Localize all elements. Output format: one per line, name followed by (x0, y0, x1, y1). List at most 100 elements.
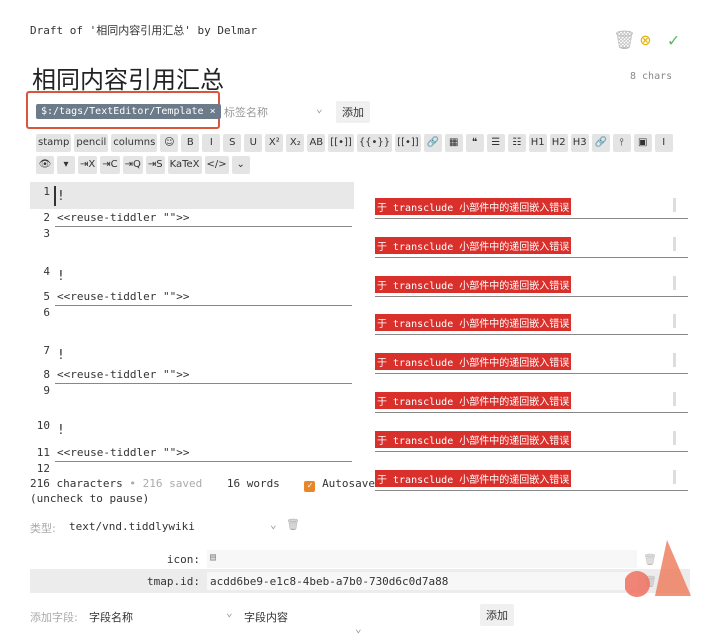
active-line-highlight (30, 182, 354, 209)
field-value-tmap-id[interactable]: acdd6be9-e1c8-4beb-a7b0-730d6c0d7a88 (210, 575, 449, 588)
line-text[interactable]: <<reuse-tiddler "">> (57, 446, 190, 459)
toolbar-button[interactable]: H3 (570, 134, 589, 152)
chevron-down-icon[interactable]: ⌄ (270, 518, 277, 531)
toolbar-button[interactable]: pencil (74, 134, 109, 152)
toolbar-button[interactable]: columns (111, 134, 158, 152)
trash-icon[interactable]: 🗑 (286, 518, 300, 531)
preview-scroll-marker (673, 469, 676, 484)
transclusion-error: 于 transclude 小部件中的递回嵌入错误 (375, 198, 572, 215)
saved-count: • 216 saved (129, 477, 203, 490)
circle-x-icon[interactable]: ⊗ (640, 30, 651, 51)
toolbar-button[interactable]: ☷ (507, 134, 526, 152)
line-text[interactable]: ! (57, 423, 65, 438)
toolbar-button[interactable]: ▣ (633, 134, 652, 152)
toolbar-button[interactable]: ⇥X (78, 156, 98, 174)
toolbar-button[interactable]: AB (307, 134, 326, 152)
field-value-input[interactable]: 字段内容 (244, 611, 288, 624)
line-text[interactable]: ! (57, 189, 65, 204)
toolbar-button[interactable]: 🔗 (423, 134, 442, 152)
toolbar-button[interactable]: stamp (36, 134, 72, 152)
preview-divider (375, 256, 688, 258)
tmap-id-input[interactable] (207, 572, 637, 590)
characters-count: 216 characters (30, 477, 123, 490)
line-number: 5 (43, 290, 50, 303)
transclusion-error: 于 transclude 小部件中的递回嵌入错误 (375, 236, 572, 254)
toolbar-button[interactable]: B (181, 134, 200, 152)
toolbar-button[interactable]: X² (265, 134, 284, 152)
line-text[interactable]: ! (57, 269, 65, 284)
editor-toolbar-row-1: stamp pencil columns ☺ B I S U X² X₂ AB [[•]] {{•}}[… (36, 134, 673, 152)
text-cursor (54, 186, 56, 206)
preview-divider (375, 450, 688, 452)
tag-pill[interactable]: $:/tags/TextEditor/Template × (36, 104, 221, 119)
line-text[interactable]: <<reuse-tiddler "">> (57, 211, 190, 224)
toolbar-button[interactable]: I (202, 134, 221, 152)
trash-icon[interactable]: 🗑 (643, 553, 657, 566)
line-underline (55, 461, 352, 462)
preview-scroll-marker (673, 314, 676, 329)
toolbar-button[interactable]: ▾ (57, 156, 75, 174)
type-select[interactable]: text/vnd.tiddlywiki (69, 520, 195, 533)
preview-divider (375, 412, 688, 413)
line-text[interactable]: <<reuse-tiddler "">> (57, 368, 190, 381)
toolbar-button[interactable]: 🔗 (591, 134, 610, 152)
preview-scroll-marker (673, 275, 676, 290)
check-icon[interactable]: ✓ (668, 30, 679, 51)
tag-name-input[interactable]: 标签名称 (224, 106, 268, 119)
toolbar-button[interactable]: </> (204, 156, 229, 174)
toolbar-button[interactable]: ▦ (444, 134, 463, 152)
tag-remove-icon[interactable]: × (209, 106, 216, 117)
line-underline (55, 305, 352, 306)
toolbar-button[interactable]: H2 (549, 134, 568, 152)
preview-divider (375, 334, 688, 336)
line-number: 4 (43, 265, 50, 278)
chevron-down-icon[interactable]: ⌄ (316, 102, 323, 115)
line-text[interactable]: <<reuse-tiddler "">> (57, 290, 190, 303)
toolbar-button[interactable]: ☺ (160, 134, 179, 152)
page-title[interactable]: 相同内容引用汇总 (32, 66, 224, 94)
toolbar-button[interactable]: ❝ (465, 134, 484, 152)
toolbar-button[interactable]: Ⅰ (654, 134, 673, 152)
status-bar: 216 characters • 216 saved 16 words ✓ Au… (30, 477, 375, 492)
line-number: 1 (43, 185, 50, 198)
toolbar-button[interactable]: S (223, 134, 242, 152)
line-number: 9 (43, 384, 50, 397)
toolbar-button[interactable]: ⇥Q (122, 156, 143, 174)
add-tag-button[interactable]: 添加 (336, 101, 370, 123)
chevron-down-icon[interactable]: ⌄ (355, 622, 362, 635)
toolbar-button[interactable]: [[•]] (395, 134, 421, 152)
trash-icon[interactable]: 🗑 (613, 30, 636, 51)
preview-divider (375, 218, 688, 219)
toolbar-button[interactable]: ☰ (486, 134, 505, 152)
icon-field-input[interactable] (207, 550, 637, 568)
toolbar-button[interactable]: {{•}} (356, 134, 393, 152)
toolbar-button[interactable]: X₂ (286, 134, 305, 152)
toolbar-button[interactable]: U (244, 134, 263, 152)
preview-divider (375, 295, 688, 297)
transclusion-error: 于 transclude 小部件中的递回嵌入错误 (375, 392, 572, 409)
add-field-button[interactable]: 添加 (480, 604, 514, 626)
toolbar-button[interactable]: ⫯ (612, 134, 631, 152)
toolbar-button[interactable]: H1 (528, 134, 547, 152)
transclusion-error: 于 transclude 小部件中的递回嵌入错误 (375, 469, 572, 487)
toolbar-button[interactable]: ⇥S (145, 156, 165, 174)
line-number: 2 (43, 211, 50, 224)
field-name-input[interactable]: 字段名称 (89, 611, 133, 624)
toolbar-button[interactable]: [[•]] (328, 134, 354, 152)
word-count: 16 words (226, 477, 280, 490)
transclusion-error: 于 transclude 小部件中的递回嵌入错误 (375, 314, 572, 332)
autosave-hint: (uncheck to pause) (30, 492, 150, 505)
line-text[interactable]: ! (57, 348, 65, 363)
toolbar-button[interactable]: 👁 (36, 156, 54, 174)
preview-scroll-marker (673, 198, 676, 212)
line-number: 12 (36, 462, 50, 475)
autosave-label: Autosave (322, 477, 376, 490)
toolbar-button[interactable]: ⇥C (100, 156, 120, 174)
toolbar-button[interactable]: ⌄ (231, 156, 250, 174)
line-number: 3 (43, 227, 50, 240)
draft-label: Draft of '相同内容引用汇总' by Delmar (30, 24, 258, 37)
toolbar-button[interactable]: KaTeX (167, 156, 202, 174)
line-underline (55, 383, 352, 384)
autosave-checkbox[interactable]: ✓ (304, 481, 316, 492)
chevron-down-icon[interactable]: ⌄ (226, 606, 233, 619)
